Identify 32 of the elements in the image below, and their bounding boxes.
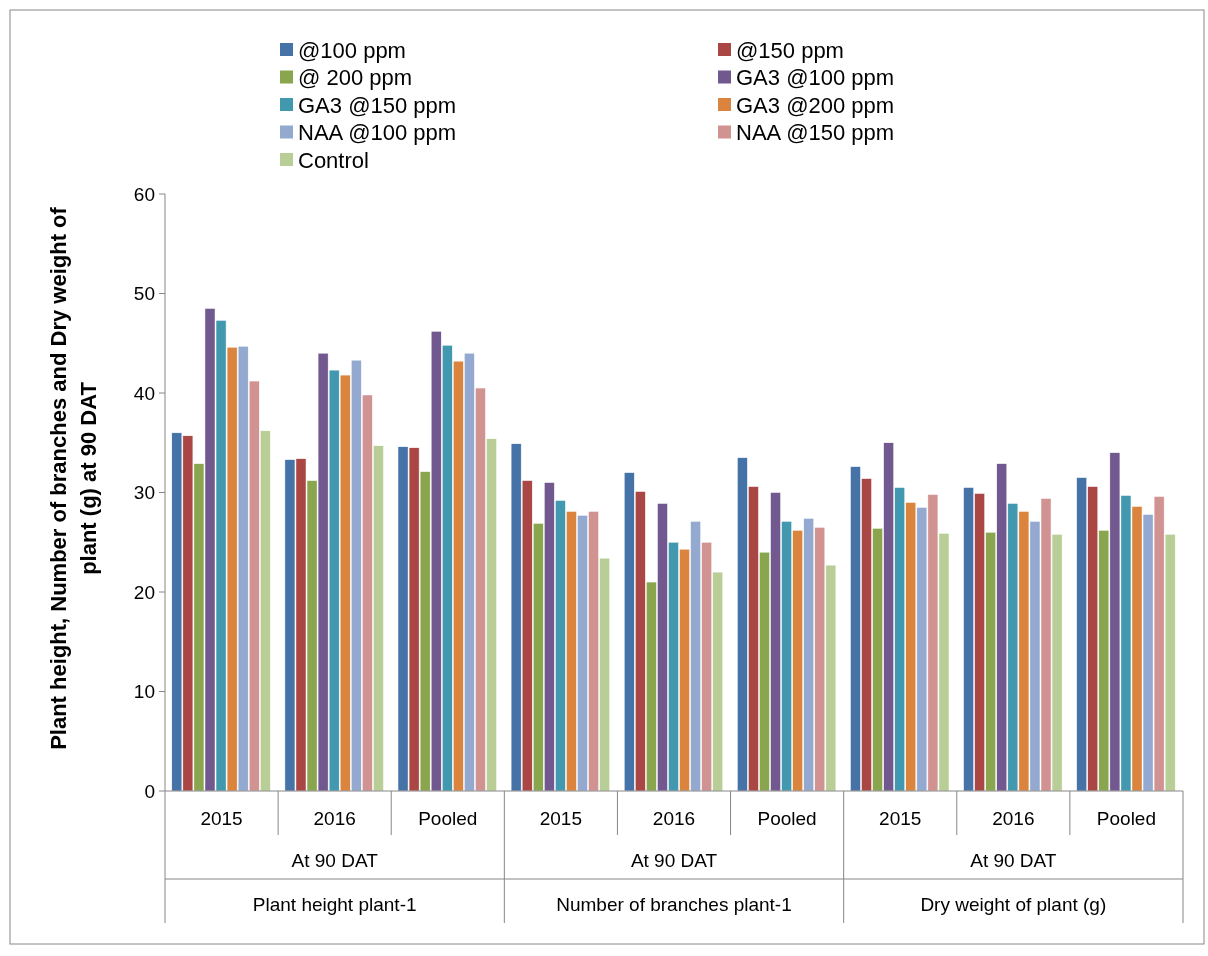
legend-label: GA3 @150 ppm bbox=[298, 92, 457, 118]
y-tick-label: 0 bbox=[144, 780, 155, 802]
text: Number of branches plant-1 bbox=[556, 894, 792, 915]
y-tick-label: 20 bbox=[133, 581, 155, 603]
legend-label: GA3 @200 ppm bbox=[736, 92, 895, 118]
x-tick-label: Pooled bbox=[757, 808, 817, 829]
legend-label: Control bbox=[298, 147, 369, 173]
text: Plant height plant-1 bbox=[252, 894, 417, 915]
legend-label: GA3 @100 ppm bbox=[736, 65, 895, 91]
x-tick-label: 2015 bbox=[539, 808, 583, 829]
text: Dry weight of plant (g) bbox=[920, 894, 1107, 915]
text: At 90 DAT bbox=[291, 850, 379, 871]
legend-label: NAA @100 ppm bbox=[298, 120, 457, 146]
x-tick-label: 2016 bbox=[652, 808, 696, 829]
text: At 90 DAT bbox=[970, 850, 1057, 871]
legend-label: @ 200 ppm bbox=[298, 65, 413, 91]
y-tick-label: 10 bbox=[133, 681, 155, 703]
y-tick-label: 60 bbox=[133, 183, 155, 205]
x-tick-label: Pooled bbox=[418, 808, 478, 829]
y-tick-label: 50 bbox=[133, 283, 155, 305]
x-tick-label: 2015 bbox=[200, 808, 243, 829]
y-tick-label: 30 bbox=[133, 482, 155, 504]
x-tick-label: Pooled bbox=[1096, 808, 1157, 829]
x-tick-label: 2015 bbox=[879, 808, 922, 829]
legend-label: NAA @150 ppm bbox=[736, 120, 895, 146]
x-tick-label: 2016 bbox=[992, 808, 1035, 829]
y-axis-title: Plant height, Number of branches and Dry weight of plant (g) at 90 DAT bbox=[46, 206, 101, 750]
y-tick-label: 40 bbox=[133, 382, 155, 404]
legend-label: @150 ppm bbox=[736, 37, 844, 63]
legend-label: @100 ppm bbox=[298, 37, 406, 63]
text: At 90 DAT bbox=[630, 850, 718, 871]
x-tick-label: 2016 bbox=[313, 808, 356, 829]
